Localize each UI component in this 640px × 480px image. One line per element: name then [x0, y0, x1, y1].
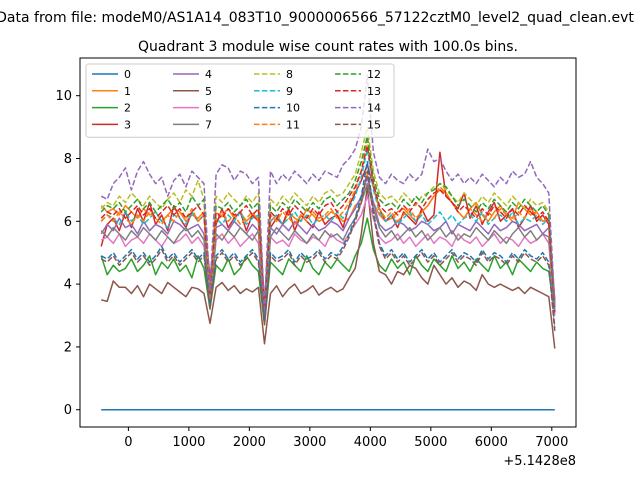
x-tick-label: 2000 [233, 435, 266, 450]
legend-label-14: 14 [367, 102, 381, 115]
legend-label-12: 12 [367, 68, 381, 81]
legend-label-15: 15 [367, 118, 381, 131]
figure-suptitle: Data from file: modeM0/AS1A14_083T10_900… [0, 10, 634, 26]
y-tick-label: 8 [64, 152, 72, 167]
series-line-7 [100, 182, 556, 320]
series-layer [100, 74, 556, 411]
series-line-12 [100, 135, 556, 307]
legend-label-11: 11 [286, 118, 300, 131]
x-axis-offset-label: +5.1428e8 [503, 454, 576, 469]
series-line-14 [100, 74, 556, 310]
legend-label-6: 6 [205, 102, 212, 115]
legend-label-9: 9 [286, 85, 293, 98]
y-tick-label: 6 [64, 215, 72, 230]
series-line-8 [100, 126, 556, 307]
legend-label-13: 13 [367, 85, 381, 98]
chart-title: Quadrant 3 module wise count rates with … [138, 39, 518, 55]
axes-frame [79, 57, 577, 428]
x-tick-label: 0 [124, 435, 132, 450]
x-axis: 0 1000 2000 3000 4000 5000 6000 7000 [124, 427, 568, 450]
series-line-13 [100, 145, 556, 313]
x-tick-label: 5000 [414, 435, 447, 450]
legend-label-0: 0 [124, 68, 131, 81]
x-tick-label: 4000 [354, 435, 387, 450]
x-tick-label: 1000 [172, 435, 205, 450]
x-tick-label: 6000 [475, 435, 508, 450]
y-tick-label: 0 [64, 403, 72, 418]
y-axis: 0 2 4 6 8 10 [55, 89, 80, 418]
series-line-3 [100, 151, 556, 304]
x-tick-label: 7000 [535, 435, 568, 450]
series-line-11 [100, 138, 556, 310]
legend-label-5: 5 [205, 85, 212, 98]
legend-box [85, 63, 395, 138]
series-line-4 [100, 176, 556, 310]
series-line-5 [101, 186, 556, 349]
series-line-10 [100, 160, 556, 329]
y-tick-label: 2 [64, 340, 72, 355]
legend-label-10: 10 [286, 102, 300, 115]
legend-label-1: 1 [124, 85, 131, 98]
legend-label-2: 2 [124, 102, 131, 115]
series-line-6 [100, 195, 556, 317]
y-tick-label: 4 [64, 278, 72, 293]
y-tick-label: 10 [55, 89, 72, 104]
series-line-2 [100, 217, 556, 326]
series-line-15 [100, 170, 556, 332]
legend-label-4: 4 [205, 68, 212, 81]
x-tick-label: 3000 [293, 435, 326, 450]
legend-label-7: 7 [205, 118, 212, 131]
legend-label-8: 8 [286, 68, 293, 81]
legend-label-3: 3 [124, 118, 131, 131]
series-line-1 [100, 173, 556, 317]
